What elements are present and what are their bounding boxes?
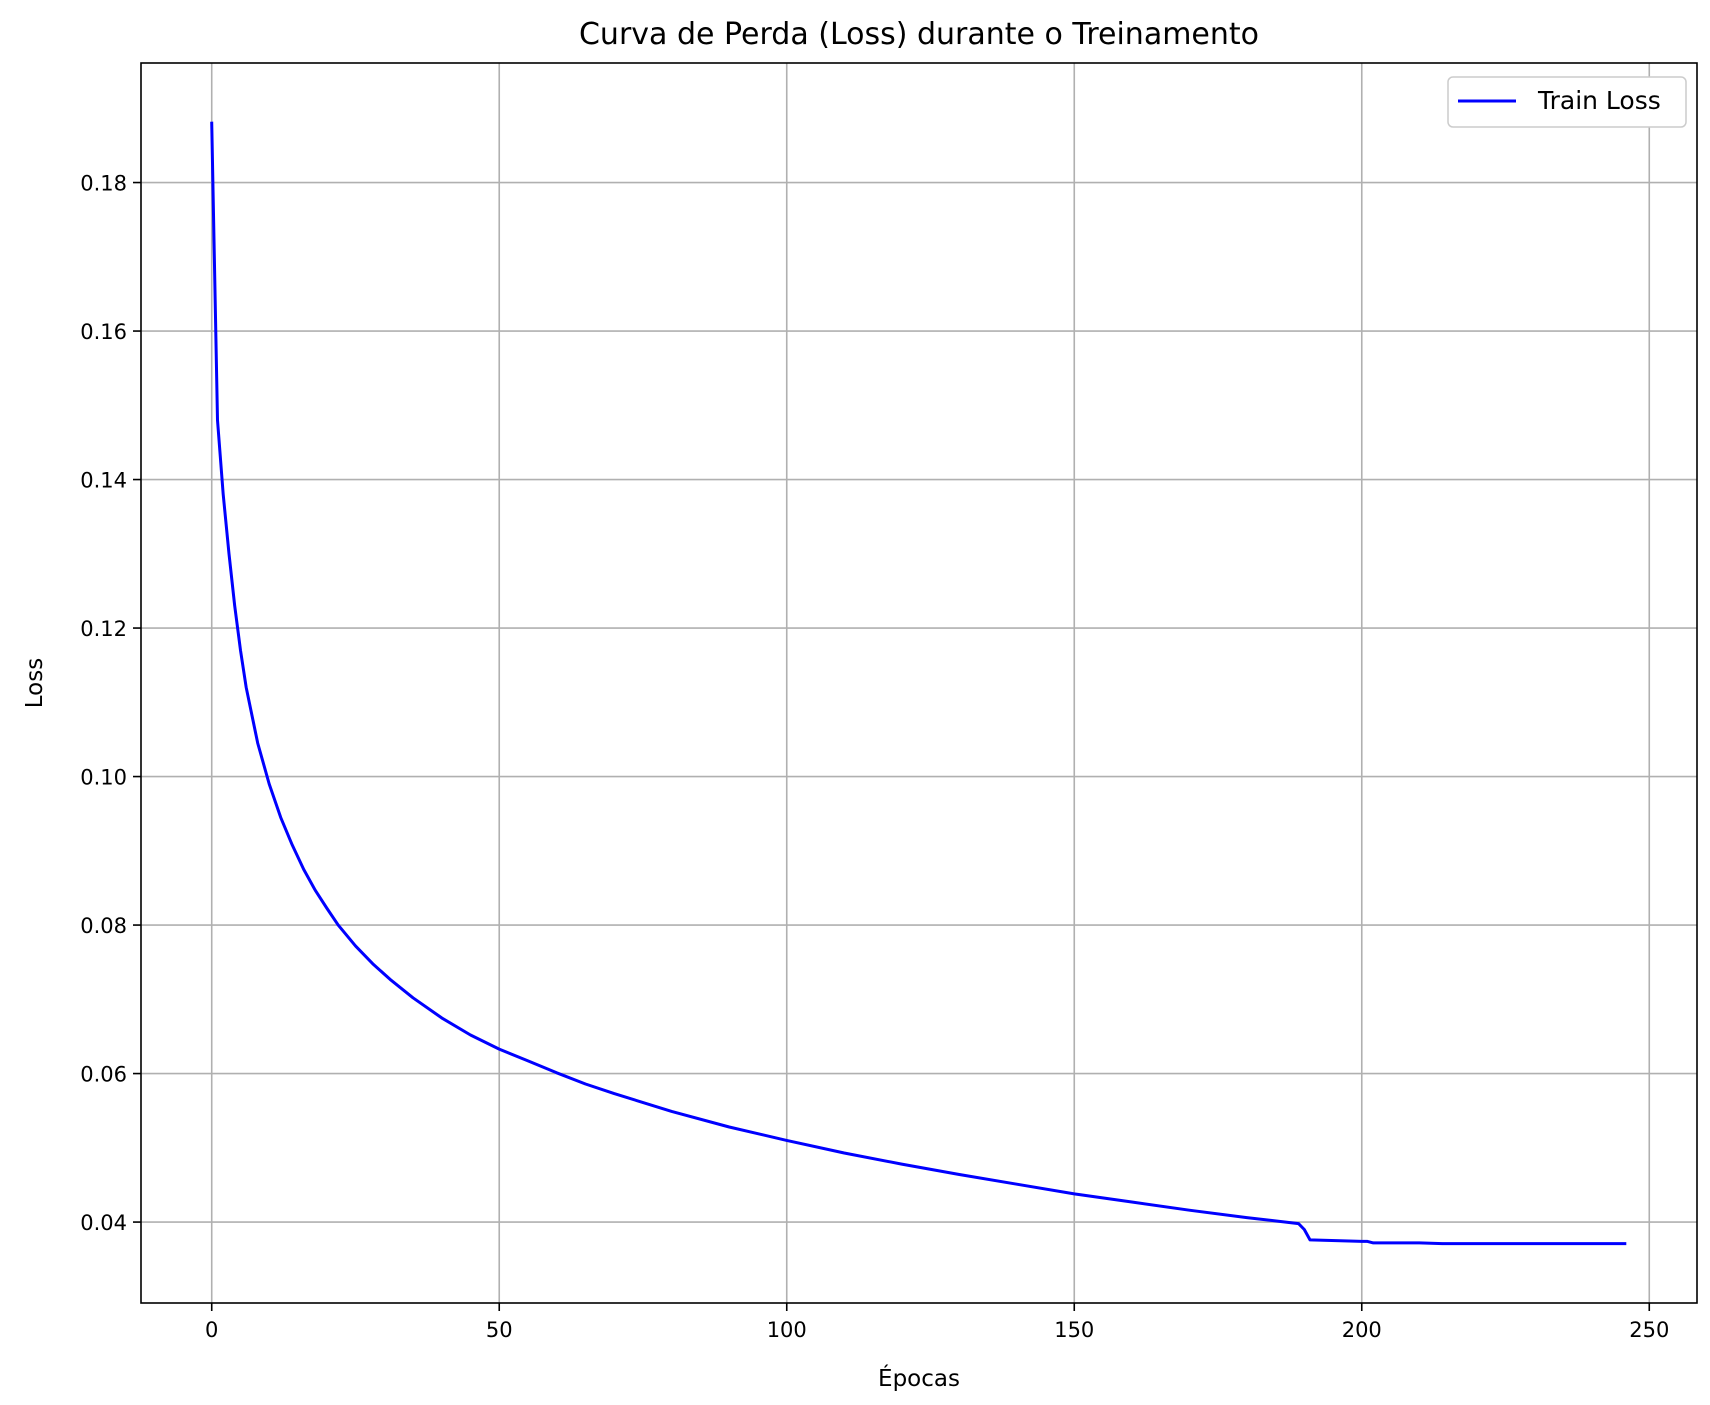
x-tick-label: 0 xyxy=(205,1318,218,1342)
x-tick-label: 50 xyxy=(486,1318,513,1342)
y-tick-label: 0.12 xyxy=(80,617,127,641)
x-tick-label: 150 xyxy=(1054,1318,1094,1342)
y-tick-label: 0.14 xyxy=(80,469,127,493)
legend-box xyxy=(1447,76,1687,128)
y-tick-label: 0.06 xyxy=(80,1063,127,1087)
x-tick-label: 250 xyxy=(1629,1318,1669,1342)
x-tick-label: 200 xyxy=(1342,1318,1382,1342)
y-tick-label: 0.04 xyxy=(80,1211,127,1235)
grid xyxy=(141,63,1697,1303)
y-tick-label: 0.16 xyxy=(80,320,127,344)
y-tick-label: 0.10 xyxy=(80,766,127,790)
y-axis-label: Loss xyxy=(22,658,48,708)
y-tick-label: 0.18 xyxy=(80,172,127,196)
x-tick-label: 100 xyxy=(767,1318,807,1342)
series-line-train-loss xyxy=(210,121,1627,1246)
x-axis-label: Épocas xyxy=(878,1364,960,1392)
y-tick-label: 0.08 xyxy=(80,914,127,938)
series-layer xyxy=(210,121,1627,1246)
legend-label-train-loss: Train Loss xyxy=(1537,86,1661,115)
chart-title: Curva de Perda (Loss) durante o Treiname… xyxy=(579,17,1259,52)
legend: Train Loss xyxy=(1447,76,1687,128)
y-axis-ticks: 0.04 0.06 0.08 0.10 0.12 0.14 0.16 0.18 xyxy=(80,172,141,1235)
x-axis-ticks: 0 50 100 150 200 250 xyxy=(205,1303,1669,1342)
plot-frame xyxy=(140,62,1698,1304)
